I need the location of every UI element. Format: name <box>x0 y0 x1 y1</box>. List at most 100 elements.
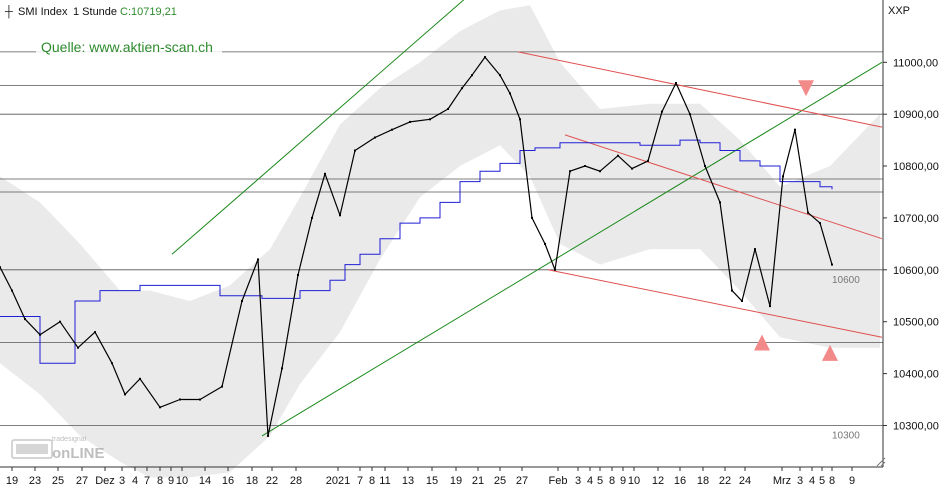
y-tick-label: 10700,00 <box>893 213 939 225</box>
price-point <box>297 274 299 276</box>
x-tick-label: 18 <box>697 475 709 487</box>
x-tick-label: 18 <box>246 475 258 487</box>
price-point <box>554 268 556 271</box>
price-point <box>599 170 601 173</box>
price-point <box>324 172 326 175</box>
price-point <box>159 406 161 409</box>
price-point <box>257 258 259 261</box>
svg-text:tradesignal: tradesignal <box>52 436 87 443</box>
resize-grip-icon[interactable] <box>876 457 886 467</box>
arrow-up-icon <box>822 344 838 361</box>
price-point <box>807 211 809 214</box>
trendline-uptrend-0 <box>171 0 465 255</box>
price-point <box>719 201 721 204</box>
price-point <box>471 74 473 77</box>
x-tick-label: 16 <box>674 475 686 487</box>
price-point <box>769 305 771 308</box>
y-tick-label: 10500,00 <box>893 317 939 329</box>
price-point <box>689 113 691 116</box>
price-point <box>447 108 449 110</box>
price-point <box>754 248 756 251</box>
x-tick-label: 11 <box>379 475 390 487</box>
y-tick-label: 11000,00 <box>893 57 938 69</box>
price-point <box>111 362 113 365</box>
arrow-up-icon <box>754 334 770 351</box>
x-tick-label: 19 <box>450 475 462 487</box>
price-point <box>39 333 41 336</box>
price-point <box>519 118 521 121</box>
price-point <box>339 214 341 217</box>
x-tick-label: 22 <box>266 475 278 487</box>
header-cursor-icon: ┼ <box>4 4 13 19</box>
x-tick-label: 9 <box>620 475 626 487</box>
trendline-downtrend-3 <box>564 134 883 240</box>
x-tick-label: 25 <box>494 475 506 487</box>
y-tick-label: 10300,00 <box>893 421 939 433</box>
x-tick-label: 10 <box>176 475 188 487</box>
price-point <box>221 385 223 388</box>
price-point <box>661 110 663 113</box>
price-point <box>409 120 411 123</box>
price-point <box>281 367 283 370</box>
x-tick-label: 4 <box>809 475 815 487</box>
x-tick-label: 2021 <box>326 475 350 487</box>
price-point <box>311 216 313 219</box>
x-tick-label: 3 <box>119 475 125 487</box>
x-tick-label: 4 <box>132 475 138 487</box>
price-point <box>741 300 743 302</box>
source-note-box <box>36 35 222 59</box>
x-tick-label: 12 <box>652 475 664 487</box>
x-tick-label: 21 <box>472 475 484 487</box>
x-tick-label: 22 <box>719 475 731 487</box>
x-tick-label: 4 <box>587 475 593 487</box>
price-point <box>374 136 376 139</box>
x-tick-label: 25 <box>52 475 64 487</box>
price-point <box>647 159 649 162</box>
price-point <box>94 331 96 334</box>
currency-label: XXP <box>888 5 910 17</box>
price-point <box>241 300 243 302</box>
price-point <box>584 165 586 167</box>
price-point <box>782 175 784 178</box>
x-tick-label: 7 <box>144 475 150 487</box>
price-point <box>617 154 619 157</box>
price-point <box>675 82 677 84</box>
x-tick-label: 3 <box>797 475 803 487</box>
x-tick-label: 5 <box>819 475 825 487</box>
price-point <box>631 167 633 170</box>
price-point <box>267 434 269 437</box>
price-point <box>569 170 571 173</box>
trendline-uptrend-1 <box>261 61 883 437</box>
level-label: 10300 <box>832 431 860 442</box>
x-tick-label: 5 <box>597 475 603 487</box>
price-point <box>484 56 486 59</box>
price-point <box>819 222 821 225</box>
price-point <box>499 74 501 77</box>
x-tick-label: Mrz <box>773 475 791 487</box>
y-tick-label: 10400,00 <box>893 369 939 381</box>
x-tick-label: 23 <box>29 475 41 487</box>
y-tick-label: 10600,00 <box>893 265 939 277</box>
x-tick-label: 9 <box>168 475 174 487</box>
source-note: Quelle: www.aktien-scan.ch <box>41 39 213 55</box>
price-point <box>59 320 61 323</box>
price-point <box>354 149 356 152</box>
price-point <box>124 393 126 396</box>
trendline-downtrend-2 <box>517 51 883 128</box>
x-tick-label: 10 <box>628 475 640 487</box>
x-tick-label: 27 <box>76 475 88 487</box>
tradesignal-logo: tradesignal onLINE <box>11 436 105 462</box>
x-tick-label: 9 <box>849 475 855 487</box>
x-tick-label: 13 <box>402 475 414 487</box>
arrow-down-icon <box>798 80 814 97</box>
x-tick-label: Dez <box>95 475 115 487</box>
price-point <box>24 318 26 321</box>
x-tick-label: 15 <box>426 475 438 487</box>
price-point <box>544 242 546 245</box>
x-tick-label: 16 <box>222 475 234 487</box>
price-point <box>391 128 393 131</box>
price-point <box>0 266 1 269</box>
price-point <box>429 118 431 121</box>
header-timeframe: 1 Stunde <box>73 6 117 18</box>
